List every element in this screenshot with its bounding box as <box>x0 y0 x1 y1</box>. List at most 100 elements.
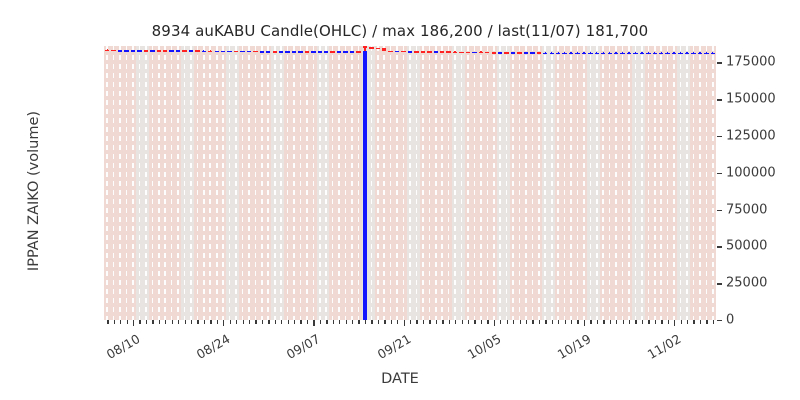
candle-body <box>130 49 136 52</box>
x-tick-mark-minor <box>545 320 547 324</box>
candle-body <box>369 47 374 49</box>
plot-background <box>104 46 716 320</box>
x-tick-mark-minor <box>500 320 502 324</box>
x-tick-mark-major <box>493 320 496 326</box>
gridline <box>538 46 540 320</box>
gridline <box>241 46 244 320</box>
candle-body <box>472 51 477 54</box>
x-tick-mark-minor <box>216 320 219 324</box>
gridline <box>531 46 534 320</box>
gridline <box>228 46 231 320</box>
gridline <box>692 46 695 320</box>
x-tick-mark-minor <box>648 320 650 324</box>
gridline <box>376 46 379 320</box>
chart-title: 8934 auKABU Candle(OHLC) / max 186,200 /… <box>151 22 649 40</box>
candle-body <box>394 50 400 53</box>
x-tick-mark-minor <box>629 320 631 324</box>
candle-body <box>613 52 619 55</box>
x-tick-mark-minor <box>410 320 412 324</box>
gridline <box>112 46 115 320</box>
x-tick-mark-minor <box>352 320 354 324</box>
x-tick-mark-minor <box>532 320 534 324</box>
gridline <box>235 46 237 320</box>
x-tick-label: 08/10 <box>103 331 143 363</box>
gridline <box>467 46 469 320</box>
x-tick-mark-minor <box>171 320 173 324</box>
x-tick-mark-minor <box>706 320 708 324</box>
x-tick-mark-minor <box>236 320 238 324</box>
x-tick-mark-minor <box>178 320 180 324</box>
x-tick-mark-major <box>403 320 405 326</box>
candle-body <box>523 52 529 55</box>
gridline <box>370 46 373 320</box>
gridline <box>447 46 450 320</box>
candle-body <box>684 52 690 55</box>
gridline <box>428 46 431 320</box>
x-tick-mark-minor <box>429 320 431 324</box>
gridline <box>177 46 179 320</box>
candle-body <box>356 51 361 54</box>
candle-body <box>697 52 703 55</box>
y-tick-mark <box>717 172 722 175</box>
gridline <box>557 46 559 320</box>
candle-body <box>639 52 645 55</box>
gridline <box>492 46 495 320</box>
gridline <box>679 46 682 320</box>
gridline <box>357 46 360 320</box>
x-tick-label: 09/07 <box>284 331 323 363</box>
x-tick-mark-minor <box>364 320 367 324</box>
gridline <box>641 46 643 320</box>
x-tick-mark-minor <box>525 320 528 324</box>
x-tick-mark-minor <box>107 320 109 324</box>
gridline <box>248 46 250 320</box>
gridline <box>615 46 617 320</box>
x-tick-mark-minor <box>319 320 322 324</box>
gridline <box>705 46 708 320</box>
gridline <box>280 46 282 320</box>
x-tick-mark-minor <box>184 320 186 324</box>
x-tick-mark-minor <box>145 320 148 324</box>
x-tick-mark-minor <box>513 320 515 324</box>
gridline <box>441 46 443 320</box>
x-tick-mark-minor <box>306 320 309 324</box>
candle-body <box>620 52 625 55</box>
x-tick-mark-minor <box>339 320 341 324</box>
gridline <box>583 46 585 320</box>
x-tick-mark-minor <box>287 320 289 324</box>
candle-body <box>414 51 419 53</box>
gridline <box>544 46 547 320</box>
x-tick-mark-minor <box>345 320 347 324</box>
plot-area[interactable] <box>104 46 716 320</box>
x-tick-mark-minor <box>506 320 508 324</box>
x-tick-mark-minor <box>229 320 231 324</box>
candle-body <box>704 52 709 55</box>
gridline <box>589 46 592 320</box>
gridline <box>190 46 192 320</box>
x-tick-mark-major <box>313 320 315 326</box>
y-axis-label: IPPAN ZAIKO (volume) <box>26 110 42 272</box>
candle-body <box>304 51 310 53</box>
candle-body <box>510 52 516 54</box>
gridline <box>293 46 295 320</box>
candle-body <box>465 51 471 54</box>
x-tick-label: 11/02 <box>644 331 684 363</box>
x-tick-mark-minor <box>126 320 128 324</box>
x-tick-mark-minor <box>384 320 386 324</box>
gridline <box>434 46 437 320</box>
candle-body <box>349 51 355 54</box>
gridline <box>576 46 579 320</box>
gridline <box>518 46 521 320</box>
gridline <box>486 46 489 320</box>
x-tick-mark-minor <box>461 320 463 324</box>
gridline <box>306 46 308 320</box>
candle-body <box>278 51 284 53</box>
x-tick-mark-minor <box>139 320 141 324</box>
x-tick-mark-minor <box>390 320 392 324</box>
x-tick-mark-minor <box>487 320 489 324</box>
candle-body <box>517 52 522 54</box>
x-tick-mark-minor <box>397 320 399 324</box>
candle-body <box>220 50 226 53</box>
x-tick-label: 10/19 <box>554 331 594 363</box>
candle-body <box>562 52 567 55</box>
